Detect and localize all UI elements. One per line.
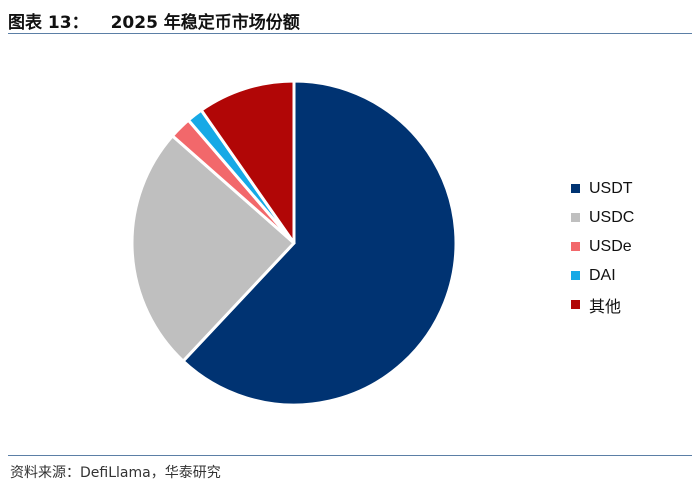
pie-slice-4 bbox=[199, 79, 296, 245]
chart-legend: USDT USDC USDe DAI 其他 bbox=[571, 174, 634, 319]
chart-title: 2025 年稳定币市场份额 bbox=[110, 12, 300, 33]
legend-swatch bbox=[571, 184, 580, 193]
pie-slice-0 bbox=[181, 79, 458, 407]
figure-label: 图表 13： bbox=[8, 12, 89, 33]
figure-title-row: 图表 13： 2025 年稳定币市场份额 bbox=[8, 6, 300, 34]
bottom-divider bbox=[8, 455, 692, 456]
source-note: 资料来源：DefiLlama，华泰研究 bbox=[10, 465, 221, 481]
legend-item-0: USDT bbox=[571, 174, 634, 203]
legend-label: DAI bbox=[589, 266, 616, 284]
legend-label: 其他 bbox=[589, 298, 622, 316]
legend-swatch bbox=[571, 213, 580, 222]
legend-swatch bbox=[571, 242, 580, 251]
legend-label: USDe bbox=[589, 237, 632, 255]
legend-label: USDC bbox=[589, 208, 635, 226]
legend-item-2: USDe bbox=[571, 232, 634, 261]
legend-item-4: 其他 bbox=[571, 290, 634, 319]
pie-slices bbox=[130, 79, 458, 407]
legend-item-1: USDC bbox=[571, 203, 634, 232]
top-divider bbox=[8, 33, 692, 34]
pie-chart bbox=[130, 79, 458, 407]
legend-swatch bbox=[571, 271, 580, 280]
legend-swatch bbox=[571, 300, 580, 309]
legend-item-3: DAI bbox=[571, 261, 634, 290]
legend-label: USDT bbox=[589, 179, 633, 197]
pie-slice-1 bbox=[130, 134, 296, 363]
